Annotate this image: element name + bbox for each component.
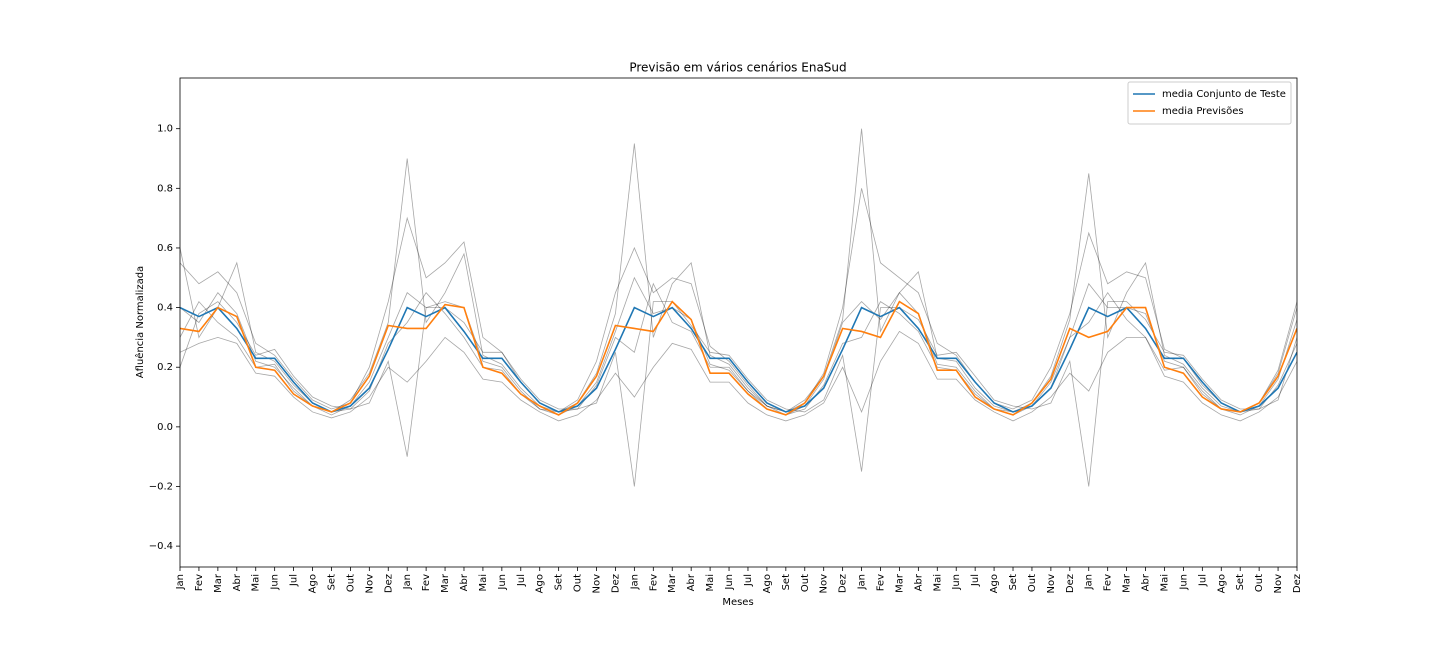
x-tick-label: Jun [951,574,962,591]
y-tick-label: 0.6 [157,243,173,254]
x-tick-label: Dez [838,574,849,593]
x-tick-label: Dez [1065,574,1076,593]
x-tick-label: Jun [270,574,281,591]
x-tick-label: Jan [1084,574,1095,590]
y-tick-label: −0.4 [149,541,173,552]
x-tick-label: Mai [478,574,489,592]
x-tick-label: Ago [1216,574,1227,593]
x-tick-label: Jun [497,574,508,591]
y-tick-label: 0.4 [157,303,173,314]
x-tick-label: Fev [875,574,886,591]
x-tick-label: Dez [383,574,394,593]
scenario-line [180,276,1297,416]
x-tick-label: Jun [1178,574,1189,591]
x-tick-label: Jul [743,574,754,587]
x-tick-label: Abr [459,573,470,591]
x-tick-label: Jul [516,574,527,587]
x-tick-label: Jul [289,574,300,587]
series-line [180,306,1297,413]
x-tick-label: Nov [364,574,375,594]
x-tick-label: Set [1235,574,1246,591]
x-tick-label: Jun [724,574,735,591]
legend-box [1127,81,1292,125]
x-tick-label: Jan [402,574,413,590]
x-tick-label: Fev [1103,574,1114,591]
x-tick-label: Nov [819,574,830,594]
x-tick-label: Mar [894,573,905,593]
scenario-line [180,330,1297,422]
x-tick-label: Fev [648,574,659,591]
x-tick-label: Out [1027,574,1038,592]
x-tick-label: Mai [932,574,943,592]
legend-label: media Previsões [1162,106,1244,117]
x-tick-label: Nov [1273,574,1284,594]
y-tick-label: 0.0 [157,422,173,433]
x-tick-label: Jan [175,574,186,590]
y-axis-label: Afluência Normalizada [134,266,146,378]
y-tick-label: 1.0 [157,124,173,135]
x-tick-label: Fev [421,574,432,591]
x-tick-label: Out [800,574,811,592]
x-tick-label: Dez [610,574,621,593]
x-axis-label: Meses [722,597,753,608]
chart-title: Previsão em vários cenários EnaSud [629,61,846,75]
x-tick-label: Set [326,574,337,591]
y-tick-label: −0.2 [149,481,173,492]
series-line [180,300,1297,416]
plot-frame [179,77,1298,568]
x-tick-label: Mai [1159,574,1170,592]
x-tick-label: Out [573,574,584,592]
x-tick-label: Jan [857,574,868,590]
x-tick-label: Fev [194,574,205,591]
x-tick-label: Mar [440,573,451,593]
x-tick-label: Mar [667,573,678,593]
x-tick-label: Mai [705,574,716,592]
x-tick-label: Ago [535,574,546,593]
x-tick-label: Jul [1197,574,1208,587]
scenario-line [180,301,1297,487]
x-tick-label: Set [1008,574,1019,591]
scenario-line [180,128,1297,413]
x-tick-label: Nov [592,574,603,594]
y-tick-label: 0.2 [157,362,173,373]
x-tick-label: Out [345,574,356,592]
y-tick-label: 0.8 [157,183,173,194]
x-tick-label: Mai [251,574,262,592]
x-tick-label: Ago [989,574,1000,593]
x-tick-label: Abr [1141,573,1152,591]
scenario-line [180,188,1297,413]
x-tick-label: Dez [1292,574,1303,593]
x-tick-label: Jul [970,574,981,587]
x-tick-label: Mar [1122,573,1133,593]
x-tick-label: Abr [232,573,243,591]
x-tick-label: Set [554,574,565,591]
x-tick-label: Ago [308,574,319,593]
legend-label: media Conjunto de Teste [1162,89,1286,100]
x-tick-label: Nov [1046,574,1057,594]
x-tick-label: Jan [629,574,640,590]
x-tick-label: Abr [913,573,924,591]
x-tick-label: Ago [762,574,773,593]
x-tick-label: Set [781,574,792,591]
x-tick-label: Abr [686,573,697,591]
x-tick-label: Out [1254,574,1265,592]
scenario-line [180,282,1297,416]
x-tick-label: Mar [213,573,224,593]
